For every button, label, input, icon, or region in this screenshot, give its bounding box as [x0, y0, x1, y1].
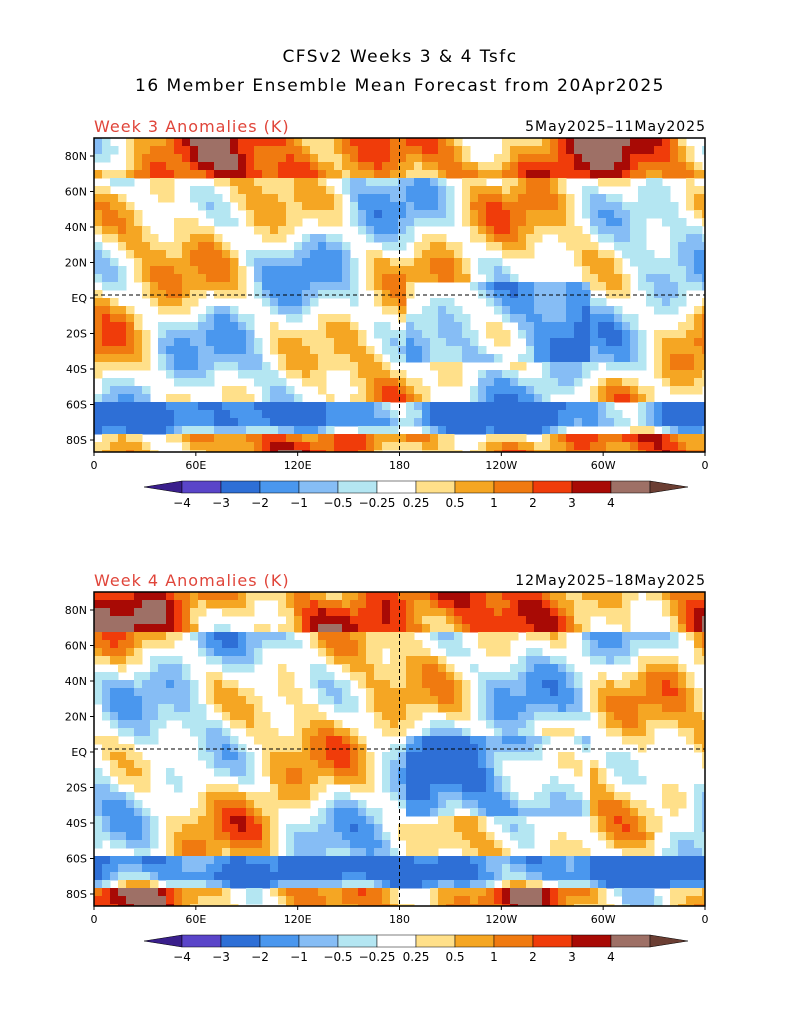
lon-tick-label: 0 — [91, 459, 98, 472]
colorbar-swatch — [181, 480, 222, 494]
lat-tick-label: 80S — [66, 888, 87, 901]
lon-tick-label: 120W — [485, 913, 517, 926]
lon-tick-label: 180 — [389, 459, 410, 472]
lat-tick-label: 60S — [66, 853, 87, 866]
colorbar-label: 4 — [607, 950, 615, 964]
lat-tick-label: 20N — [65, 711, 87, 724]
lat-tick-label: 40S — [66, 817, 87, 830]
colorbar-label: −1 — [290, 496, 308, 510]
colorbar-label: −2 — [251, 950, 269, 964]
colorbar-max-arrow — [649, 480, 689, 494]
colorbar-swatch — [571, 934, 612, 948]
lon-tick-label: 120W — [485, 459, 517, 472]
lat-tick-label: 40S — [66, 363, 87, 376]
week3-map-panel: Week 3 Anomalies (K) 5May2025–11May2025 … — [0, 112, 800, 572]
colorbar-label: −0.25 — [359, 950, 396, 964]
week3-date-range: 5May2025–11May2025 — [525, 119, 706, 135]
colorbar-swatch — [259, 934, 300, 948]
colorbar-label: −3 — [212, 496, 230, 510]
lat-tick-label: 60S — [66, 399, 87, 412]
temperature-anomaly-field — [94, 138, 705, 452]
colorbar-swatch — [337, 934, 378, 948]
colorbar-min-arrow — [143, 480, 183, 494]
colorbar-label: −3 — [212, 950, 230, 964]
colorbar-swatch — [376, 480, 417, 494]
lat-tick-label: EQ — [71, 746, 87, 759]
colorbar-swatch — [454, 480, 495, 494]
lat-tick-label: 40N — [65, 221, 87, 234]
colorbar-label: −0.5 — [323, 950, 352, 964]
lon-tick-label: 120E — [284, 913, 312, 926]
colorbar-swatch — [259, 480, 300, 494]
colorbar-swatch — [532, 480, 573, 494]
colorbar-swatch — [181, 934, 222, 948]
colorbar-label: 0.5 — [445, 950, 464, 964]
week3-anomaly-label: Week 3 Anomalies (K) — [94, 117, 290, 136]
lat-tick-label: EQ — [71, 292, 87, 305]
lat-tick-label: 80N — [65, 604, 87, 617]
colorbar-swatch — [337, 480, 378, 494]
lat-tick-label: 80N — [65, 150, 87, 163]
colorbar-swatch — [415, 480, 456, 494]
colorbar-swatch — [493, 934, 534, 948]
lon-tick-label: 0 — [91, 913, 98, 926]
colorbar-swatch — [415, 934, 456, 948]
colorbar: −4 −3 −2 −1 −0.5 −0.25 0.25 0.5 1 2 3 4 — [143, 480, 689, 510]
lat-tick-label: 20N — [65, 257, 87, 270]
lat-tick-label: 60N — [65, 640, 87, 653]
lat-tick-label: 60N — [65, 186, 87, 199]
colorbar-label: −0.25 — [359, 496, 396, 510]
lon-tick-label: 0 — [702, 459, 709, 472]
temperature-anomaly-field — [94, 592, 705, 906]
colorbar-label: 0.5 — [445, 496, 464, 510]
lon-tick-label: 180 — [389, 913, 410, 926]
lon-tick-label: 60E — [185, 459, 206, 472]
lon-tick-label: 60W — [591, 913, 616, 926]
lon-tick-label: 120E — [284, 459, 312, 472]
colorbar-label: 3 — [568, 950, 576, 964]
colorbar-label: −1 — [290, 950, 308, 964]
colorbar-label: 0.25 — [403, 496, 430, 510]
colorbar-swatch — [610, 480, 651, 494]
lat-tick-label: 80S — [66, 434, 87, 447]
colorbar-label: −0.5 — [323, 496, 352, 510]
week4-map-panel: Week 4 Anomalies (K) 12May2025–18May2025… — [0, 566, 800, 1026]
lon-tick-label: 0 — [702, 913, 709, 926]
colorbar-label: 2 — [529, 950, 537, 964]
colorbar-label: −4 — [173, 496, 191, 510]
colorbar-swatch — [220, 480, 261, 494]
lat-tick-label: 40N — [65, 675, 87, 688]
colorbar-swatch — [298, 934, 339, 948]
figure-title-line2: 16 Member Ensemble Mean Forecast from 20… — [135, 76, 665, 96]
lat-tick-label: 20S — [66, 782, 87, 795]
colorbar-min-arrow — [143, 934, 183, 948]
colorbar-swatch — [493, 480, 534, 494]
week4-anomaly-label: Week 4 Anomalies (K) — [94, 571, 290, 590]
colorbar-label: 3 — [568, 496, 576, 510]
figure-title-line1: CFSv2 Weeks 3 & 4 Tsfc — [282, 47, 518, 67]
colorbar-label: −2 — [251, 496, 269, 510]
colorbar-label: 1 — [490, 496, 498, 510]
colorbar: −4 −3 −2 −1 −0.5 −0.25 0.25 0.5 1 2 3 4 — [143, 934, 689, 964]
colorbar-max-arrow — [649, 934, 689, 948]
colorbar-swatch — [298, 480, 339, 494]
colorbar-label: 2 — [529, 496, 537, 510]
colorbar-label: 4 — [607, 496, 615, 510]
lon-tick-label: 60E — [185, 913, 206, 926]
colorbar-swatch — [571, 480, 612, 494]
lat-tick-label: 20S — [66, 328, 87, 341]
colorbar-swatch — [610, 934, 651, 948]
colorbar-label: 0.25 — [403, 950, 430, 964]
colorbar-label: −4 — [173, 950, 191, 964]
week4-date-range: 12May2025–18May2025 — [515, 573, 706, 589]
colorbar-label: 1 — [490, 950, 498, 964]
colorbar-swatch — [454, 934, 495, 948]
colorbar-swatch — [532, 934, 573, 948]
lon-tick-label: 60W — [591, 459, 616, 472]
colorbar-swatch — [220, 934, 261, 948]
colorbar-swatch — [376, 934, 417, 948]
